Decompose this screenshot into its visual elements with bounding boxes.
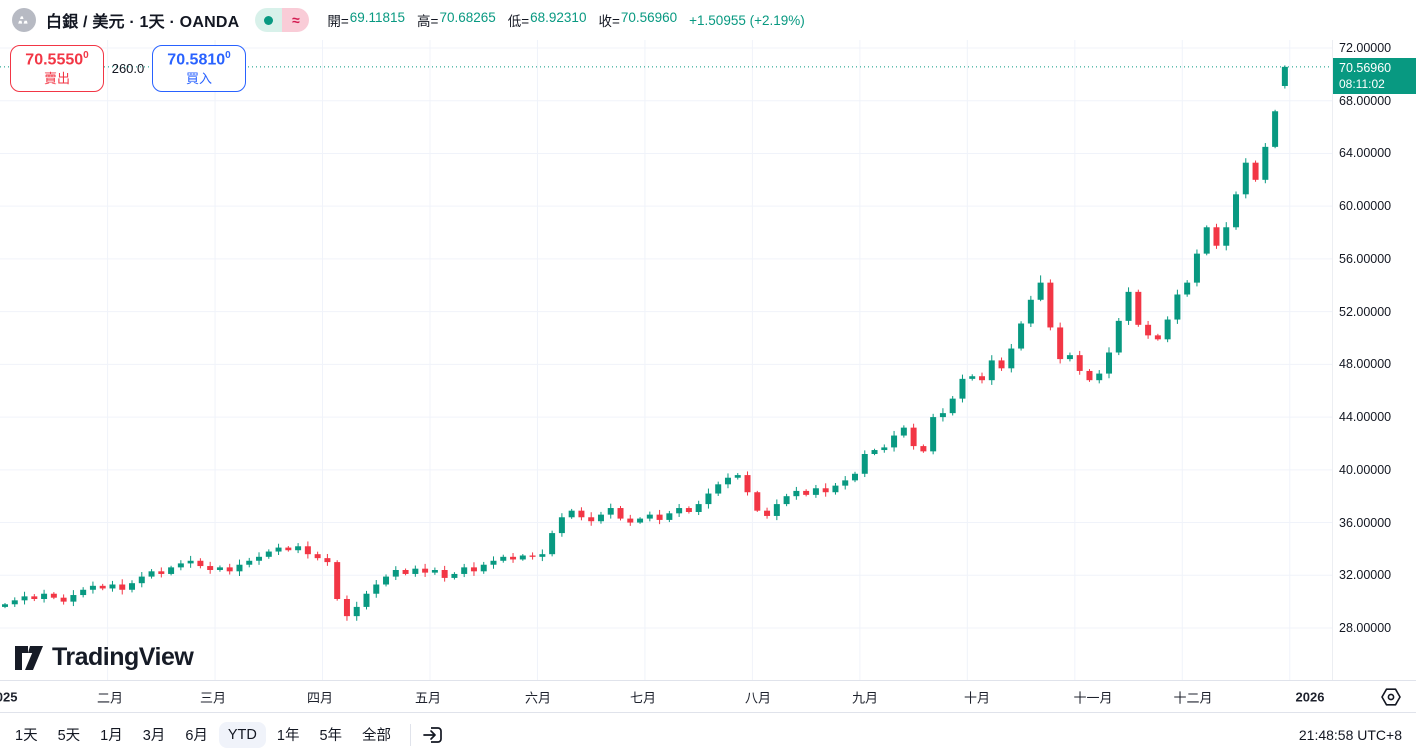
price-axis-label: 36.00000 xyxy=(1339,515,1392,530)
time-axis-label: 十二月 xyxy=(1173,690,1213,705)
sell-label: 賣出 xyxy=(43,70,70,86)
range-button-6月[interactable]: 6月 xyxy=(176,719,217,750)
buy-button[interactable]: 70.58100 買入 xyxy=(152,45,246,92)
market-open-indicator[interactable] xyxy=(255,8,283,32)
price-axis[interactable]: 70.56960 08:11:02 72.00000 68.00000 64.000… xyxy=(1332,40,1416,680)
close-label: 收= xyxy=(598,14,620,29)
time-axis-label: 六月 xyxy=(524,690,552,705)
sell-button[interactable]: 70.55500 賣出 xyxy=(10,45,104,92)
symbol-header: 白銀 / 美元 · 1天 · OANDA ≈ 開= 69.11815 高= 70.6… xyxy=(0,0,1416,40)
price-axis-label: 60.00000 xyxy=(1339,199,1392,214)
range-button-1年[interactable]: 1年 xyxy=(268,719,309,750)
range-button-5年[interactable]: 5年 xyxy=(310,719,351,750)
silver-instrument-icon[interactable] xyxy=(12,8,36,32)
tradingview-logo-icon xyxy=(15,645,43,670)
low-value: 68.92310 xyxy=(530,10,587,25)
spread-value: 260.0 xyxy=(111,61,145,76)
change-value: +1.50955 (+2.19%) xyxy=(689,12,805,28)
price-axis-label: 48.00000 xyxy=(1339,357,1392,372)
price-axis-label: 32.00000 xyxy=(1339,568,1392,583)
go-to-date-icon[interactable] xyxy=(421,723,445,747)
current-price-badge: 70.56960 08:11:02 xyxy=(1333,57,1416,94)
time-axis-label: 十月 xyxy=(963,690,991,705)
range-button-5天[interactable]: 5天 xyxy=(49,719,90,750)
range-button-1月[interactable]: 1月 xyxy=(91,719,132,750)
time-axis-label: 九月 xyxy=(851,690,879,705)
buy-label: 買入 xyxy=(185,70,212,86)
price-axis-label: 56.00000 xyxy=(1339,251,1392,266)
close-value: 70.56960 xyxy=(620,10,678,25)
delayed-data-icon[interactable]: ≈ xyxy=(282,8,310,32)
price-axis-label: 64.00000 xyxy=(1339,146,1392,161)
axis-settings-gear-icon[interactable] xyxy=(1380,686,1402,708)
low-label: 低= xyxy=(507,14,530,29)
price-axis-label: 68.00000 xyxy=(1339,93,1392,108)
price-axis-label: 52.00000 xyxy=(1339,304,1392,319)
tradingview-brand-text: TradingView xyxy=(52,643,194,671)
price-axis-label: 72.00000 xyxy=(1339,41,1392,55)
bar-countdown: 08:11:02 xyxy=(1339,76,1385,91)
time-axis[interactable]: 2025 二月 三月 四月 五月 六月 七月 八月 九月 十月 十一月 十二月 2026 xyxy=(0,680,1416,712)
symbol-title[interactable]: 白銀 / 美元 · 1天 · OANDA xyxy=(46,14,240,31)
time-axis-label: 十一月 xyxy=(1073,690,1113,705)
ohlc-row: 開= 69.11815 高= 70.68265 低= 68.92310 收= 70.56… xyxy=(327,10,804,30)
trade-panel: 70.55500 賣出 260.0 70.58100 買入 xyxy=(10,45,246,92)
current-price-value: 70.56960 xyxy=(1339,60,1392,75)
range-button-3月[interactable]: 3月 xyxy=(134,719,175,750)
clock-timezone-display[interactable]: 21:48:58 UTC+8 xyxy=(1298,726,1402,743)
open-label: 開= xyxy=(327,14,349,29)
time-axis-label: 三月 xyxy=(199,690,227,705)
range-button-group: 1天 5天 1月 3月 6月 YTD 1年 5年 全部 xyxy=(6,719,402,750)
time-axis-label: 七月 xyxy=(629,690,657,705)
time-axis-label: 2025 xyxy=(0,689,18,704)
bottom-toolbar: 1天 5天 1月 3月 6月 YTD 1年 5年 全部 21:48:58 UTC+8 xyxy=(0,712,1416,756)
time-axis-label: 二月 xyxy=(96,690,124,705)
price-axis-label: 28.00000 xyxy=(1339,620,1392,635)
high-label: 高= xyxy=(417,14,439,29)
chart-pane[interactable]: 70.55500 賣出 260.0 70.58100 買入 TradingVie… xyxy=(0,40,1332,680)
tradingview-watermark[interactable]: TradingView xyxy=(14,643,194,672)
price-axis-label: 44.00000 xyxy=(1339,410,1392,425)
time-axis-label: 八月 xyxy=(744,690,772,705)
toolbar-divider xyxy=(410,723,412,746)
candlestick-chart[interactable] xyxy=(0,40,1332,680)
high-value: 70.68265 xyxy=(439,10,496,25)
range-button-YTD[interactable]: YTD xyxy=(218,721,266,748)
open-value: 69.11815 xyxy=(349,10,406,25)
time-axis-label: 四月 xyxy=(306,690,334,705)
range-button-1天[interactable]: 1天 xyxy=(6,719,47,750)
time-axis-label: 2026 xyxy=(1295,689,1325,704)
market-open-dot-icon xyxy=(264,15,274,25)
range-button-全部[interactable]: 全部 xyxy=(353,719,400,750)
price-axis-label: 40.00000 xyxy=(1339,462,1392,477)
time-axis-label: 五月 xyxy=(414,690,442,705)
market-status-badges[interactable]: ≈ xyxy=(255,8,310,32)
